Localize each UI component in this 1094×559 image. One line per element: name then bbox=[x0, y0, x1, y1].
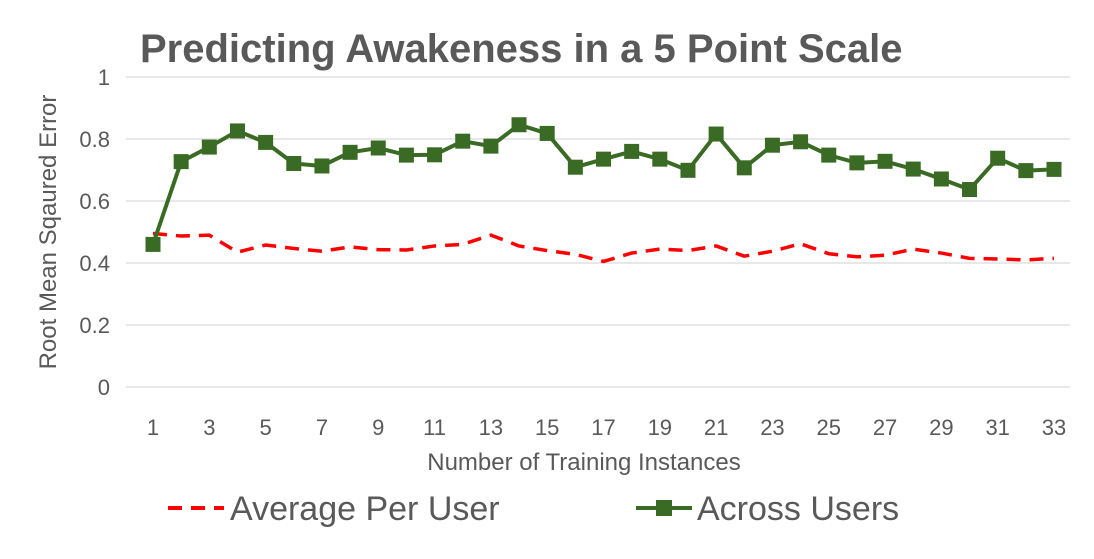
legend-label-average-per-user: Average Per User bbox=[230, 490, 500, 528]
data-point-across-users bbox=[793, 134, 809, 150]
series-line-average-per-user bbox=[152, 231, 1055, 264]
data-point-across-users bbox=[877, 153, 893, 169]
x-tick-label: 31 bbox=[985, 415, 1009, 440]
x-tick-label: 29 bbox=[929, 415, 953, 440]
x-tick-label: 9 bbox=[372, 415, 384, 440]
x-tick-label: 13 bbox=[479, 415, 503, 440]
data-point-across-users bbox=[1046, 161, 1062, 177]
data-point-across-users bbox=[145, 236, 161, 252]
x-tick-label: 7 bbox=[316, 415, 328, 440]
data-point-across-users bbox=[398, 147, 414, 163]
data-point-across-users bbox=[258, 134, 274, 150]
data-point-across-users bbox=[905, 161, 921, 177]
x-tick-label: 3 bbox=[203, 415, 215, 440]
data-point-across-users bbox=[539, 125, 555, 141]
x-tick-label: 27 bbox=[873, 415, 897, 440]
y-tick-labels: 0 0.2 0.4 0.6 0.8 1 bbox=[79, 65, 110, 400]
data-point-across-users bbox=[229, 123, 245, 139]
x-tick-label: 23 bbox=[760, 415, 784, 440]
data-point-across-users bbox=[764, 137, 780, 153]
data-point-across-users bbox=[173, 154, 189, 170]
data-point-across-users bbox=[511, 117, 527, 133]
data-point-across-users bbox=[286, 155, 302, 171]
series-layer bbox=[145, 117, 1062, 264]
y-tick-label: 0.8 bbox=[79, 127, 110, 152]
data-point-across-users bbox=[962, 182, 978, 198]
data-point-across-users bbox=[821, 147, 837, 163]
data-point-across-users bbox=[624, 143, 640, 159]
data-point-across-users bbox=[736, 160, 752, 176]
data-point-across-users bbox=[596, 151, 611, 167]
y-tick-label: 0 bbox=[98, 375, 110, 400]
x-tick-label: 19 bbox=[648, 415, 672, 440]
x-tick-label: 15 bbox=[535, 415, 559, 440]
x-tick-label: 11 bbox=[423, 415, 446, 440]
y-tick-label: 0.2 bbox=[79, 313, 110, 338]
data-point-across-users bbox=[652, 151, 668, 167]
y-tick-label: 1 bbox=[98, 65, 110, 90]
data-point-across-users bbox=[680, 162, 696, 178]
data-point-across-users bbox=[201, 139, 217, 155]
x-tick-label: 25 bbox=[817, 415, 841, 440]
x-tick-labels: 1 3 5 7 9 11 13 15 17 19 21 23 25 27 29 31 33 bbox=[147, 415, 1066, 440]
x-tick-label: 33 bbox=[1042, 415, 1066, 440]
legend-label-across-users: Across Users bbox=[697, 490, 899, 528]
data-point-across-users bbox=[567, 159, 583, 175]
data-point-across-users bbox=[708, 126, 724, 142]
data-point-across-users bbox=[933, 171, 949, 187]
gridlines bbox=[126, 76, 1070, 388]
data-point-across-users bbox=[342, 144, 358, 160]
chart-title: Predicting Awakeness in a 5 Point Scale bbox=[140, 27, 903, 71]
y-tick-label: 0.4 bbox=[79, 251, 110, 276]
x-tick-label: 5 bbox=[260, 415, 272, 440]
data-point-across-users bbox=[1018, 163, 1034, 179]
data-point-across-users bbox=[455, 133, 471, 149]
legend: Average Per User Across Users bbox=[168, 490, 899, 528]
data-point-across-users bbox=[483, 138, 499, 154]
series-line-across-users bbox=[151, 122, 1055, 246]
y-tick-label: 0.6 bbox=[79, 189, 110, 214]
x-tick-label: 17 bbox=[591, 415, 615, 440]
legend-marker-across-users bbox=[656, 500, 672, 516]
data-point-across-users bbox=[427, 147, 443, 163]
data-point-across-users bbox=[314, 158, 330, 174]
x-tick-label: 21 bbox=[704, 415, 728, 440]
data-point-across-users bbox=[990, 150, 1006, 166]
y-axis-title: Root Mean Sqaured Error bbox=[35, 95, 62, 370]
data-point-across-users bbox=[849, 155, 865, 171]
x-tick-label: 1 bbox=[147, 415, 159, 440]
x-axis-title: Number of Training Instances bbox=[427, 449, 741, 476]
data-point-across-users bbox=[370, 140, 386, 156]
